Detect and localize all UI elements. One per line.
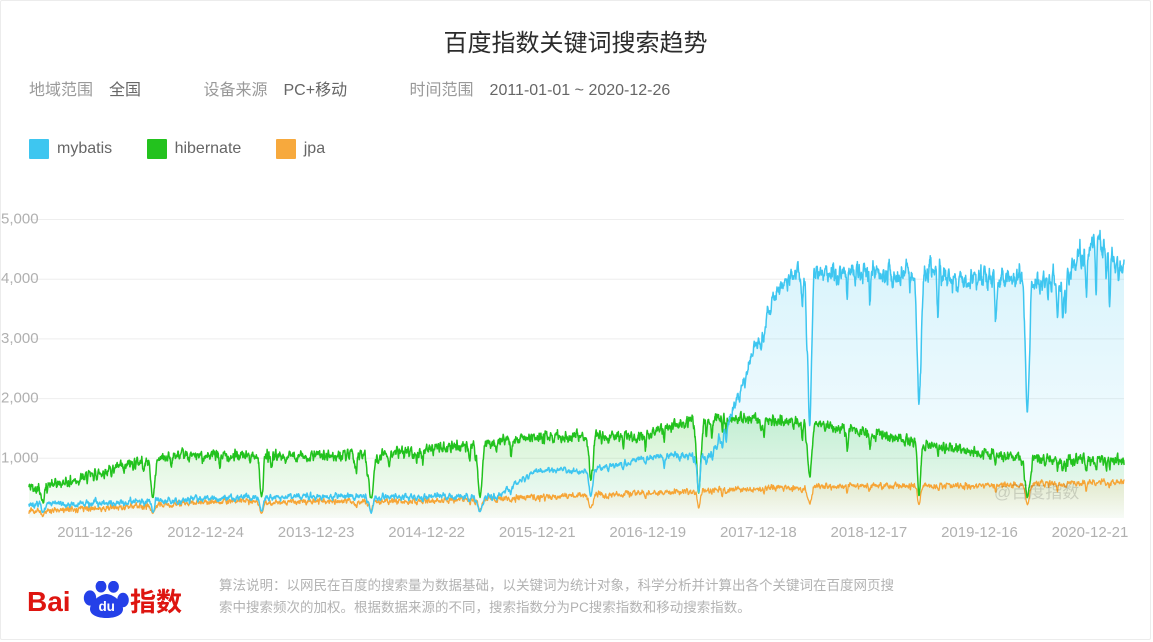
svg-text:Bai: Bai (27, 586, 71, 617)
svg-text:2011-12-26: 2011-12-26 (57, 524, 133, 541)
svg-text:2,000: 2,000 (1, 390, 39, 407)
svg-text:2013-12-23: 2013-12-23 (278, 524, 355, 541)
svg-text:5,000: 5,000 (1, 211, 39, 228)
svg-text:3,000: 3,000 (1, 330, 39, 347)
svg-text:2019-12-16: 2019-12-16 (941, 524, 1018, 541)
svg-text:4,000: 4,000 (1, 270, 39, 287)
svg-text:1,000: 1,000 (1, 449, 39, 466)
svg-text:@百度指数: @百度指数 (994, 483, 1079, 502)
svg-text:2012-12-24: 2012-12-24 (167, 524, 244, 541)
svg-text:2016-12-19: 2016-12-19 (609, 524, 686, 541)
svg-text:2020-12-21: 2020-12-21 (1052, 524, 1129, 541)
svg-text:2015-12-21: 2015-12-21 (499, 524, 576, 541)
svg-text:2018-12-17: 2018-12-17 (831, 524, 908, 541)
svg-text:2014-12-22: 2014-12-22 (388, 524, 465, 541)
svg-text:指数: 指数 (130, 582, 182, 619)
svg-text:2017-12-18: 2017-12-18 (720, 524, 797, 541)
svg-text:du: du (98, 599, 115, 614)
